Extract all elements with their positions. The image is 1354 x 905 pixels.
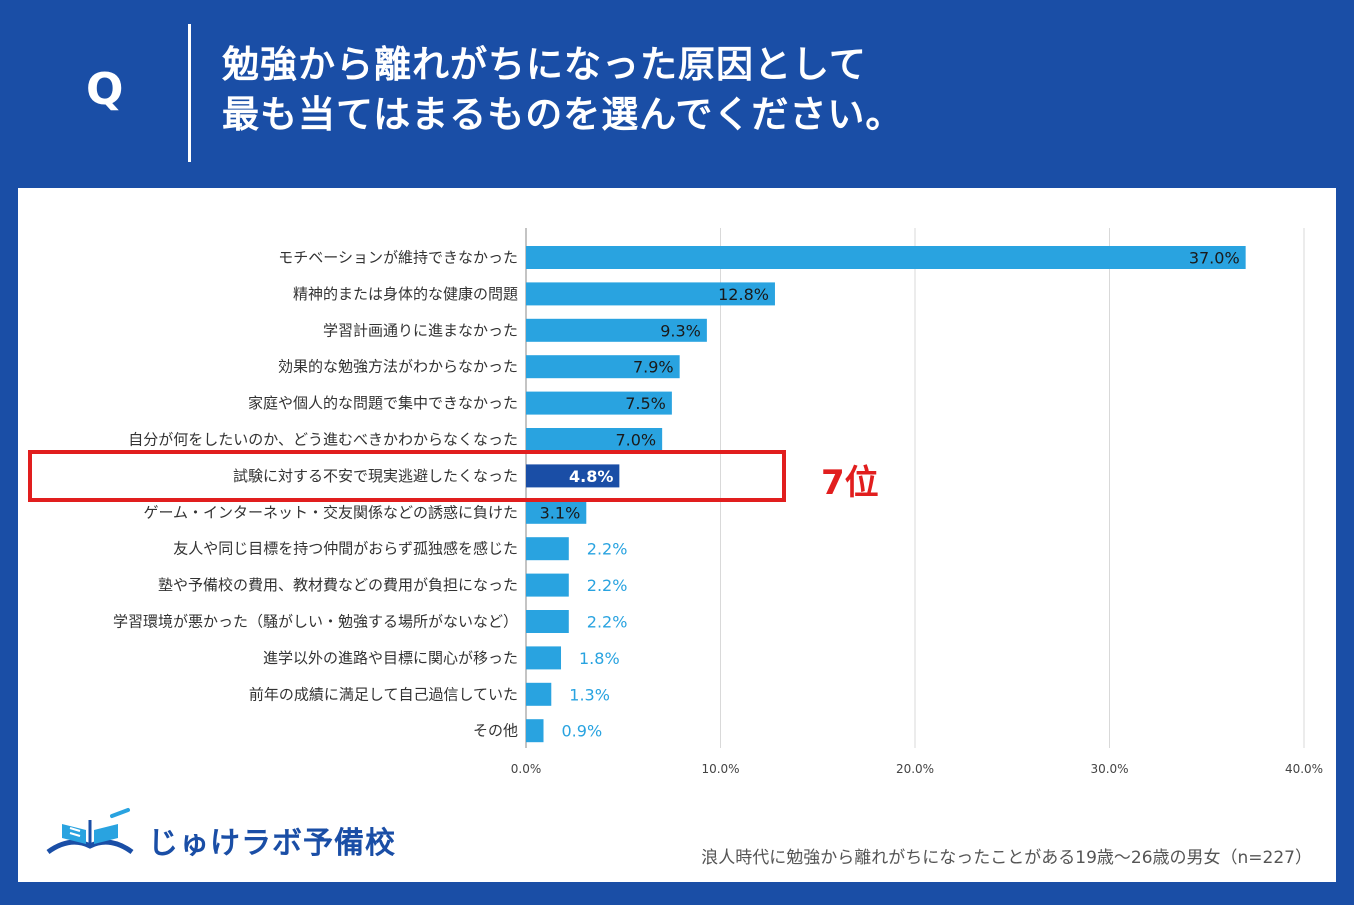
category-label: 友人や同じ目標を持つ仲間がおらず孤独感を感じた	[173, 540, 518, 558]
value-label: 9.3%	[660, 321, 701, 340]
q-label: Q	[86, 64, 124, 115]
header-divider	[188, 24, 191, 162]
logo-text: じゅけラボ予備校	[148, 826, 396, 861]
value-label: 7.0%	[615, 431, 656, 450]
value-label: 3.1%	[540, 503, 581, 522]
x-tick-label: 30.0%	[1090, 762, 1128, 776]
category-label: 前年の成績に満足して自己過信していた	[249, 685, 518, 703]
chart-panel: 0.0% 10.0% 20.0% 30.0% 40.0% モチベーションが維持できなかった…	[18, 188, 1336, 882]
value-label: 2.2%	[587, 613, 628, 632]
x-tick-label: 20.0%	[896, 762, 934, 776]
bar	[526, 500, 587, 524]
category-label: その他	[473, 722, 518, 740]
logo: じゅけラボ予備校	[40, 806, 395, 866]
question-text: 勉強から離れがちになった原因として 最も当てはまるものを選んでください。	[222, 40, 903, 140]
value-label: 1.3%	[569, 685, 610, 704]
bar	[526, 355, 680, 379]
question-line-1: 勉強から離れがちになった原因として	[222, 43, 867, 86]
category-label: 試験に対する不安で現実逃避したくなった	[233, 467, 518, 485]
question-line-2: 最も当てはまるものを選んでください。	[222, 93, 904, 136]
category-label: 塾や予備校の費用、教材費などの費用が負担になった	[158, 576, 518, 594]
bar	[526, 719, 544, 743]
bar	[526, 610, 569, 633]
bar	[526, 464, 620, 488]
x-tick-label: 40.0%	[1285, 762, 1323, 776]
category-label: 家庭や個人的な問題で集中できなかった	[248, 394, 518, 412]
value-label: 12.8%	[718, 285, 769, 304]
category-label: モチベーションが維持できなかった	[278, 249, 518, 267]
x-tick-label: 10.0%	[701, 762, 739, 776]
category-label: 学習環境が悪かった（騒がしい・勉強する場所がないなど）	[113, 613, 518, 631]
bar	[526, 573, 569, 597]
x-tick-label: 0.0%	[511, 762, 542, 776]
value-label: 2.2%	[587, 576, 628, 595]
bar	[526, 428, 663, 451]
open-book-logo-icon	[46, 808, 134, 855]
category-label: 学習計画通りに進まなかった	[323, 321, 518, 339]
value-label: 37.0%	[1189, 249, 1240, 268]
highlight-box	[28, 450, 786, 502]
category-label: 自分が何をしたいのか、どう進むべきかわからなくなった	[128, 431, 518, 449]
bar	[526, 318, 707, 342]
bar	[526, 646, 562, 670]
category-label: 効果的な勉強方法がわからなかった	[278, 358, 518, 376]
bar-chart: 0.0% 10.0% 20.0% 30.0% 40.0% モチベーションが維持できなかった…	[113, 228, 1323, 776]
value-label: 7.9%	[633, 358, 674, 377]
value-label: 1.8%	[579, 649, 620, 668]
category-label: ゲーム・インターネット・交友関係などの誘惑に負けた	[143, 503, 518, 521]
rank-label: 7位	[821, 463, 879, 503]
value-label: 2.2%	[587, 540, 628, 559]
value-label: 4.8%	[569, 467, 613, 486]
value-label: 7.5%	[625, 394, 666, 413]
category-label: 進学以外の進路や目標に関心が移った	[263, 649, 518, 667]
bar	[526, 246, 1246, 269]
bar	[526, 282, 775, 306]
footnote: 浪人時代に勉強から離れがちになったことがある19歳～26歳の男女（n=227）	[701, 848, 1312, 868]
bar	[526, 391, 672, 415]
value-label: 0.9%	[562, 722, 603, 741]
category-label: 精神的または身体的な健康の問題	[293, 285, 518, 303]
bar	[526, 537, 569, 561]
bar	[526, 682, 552, 706]
